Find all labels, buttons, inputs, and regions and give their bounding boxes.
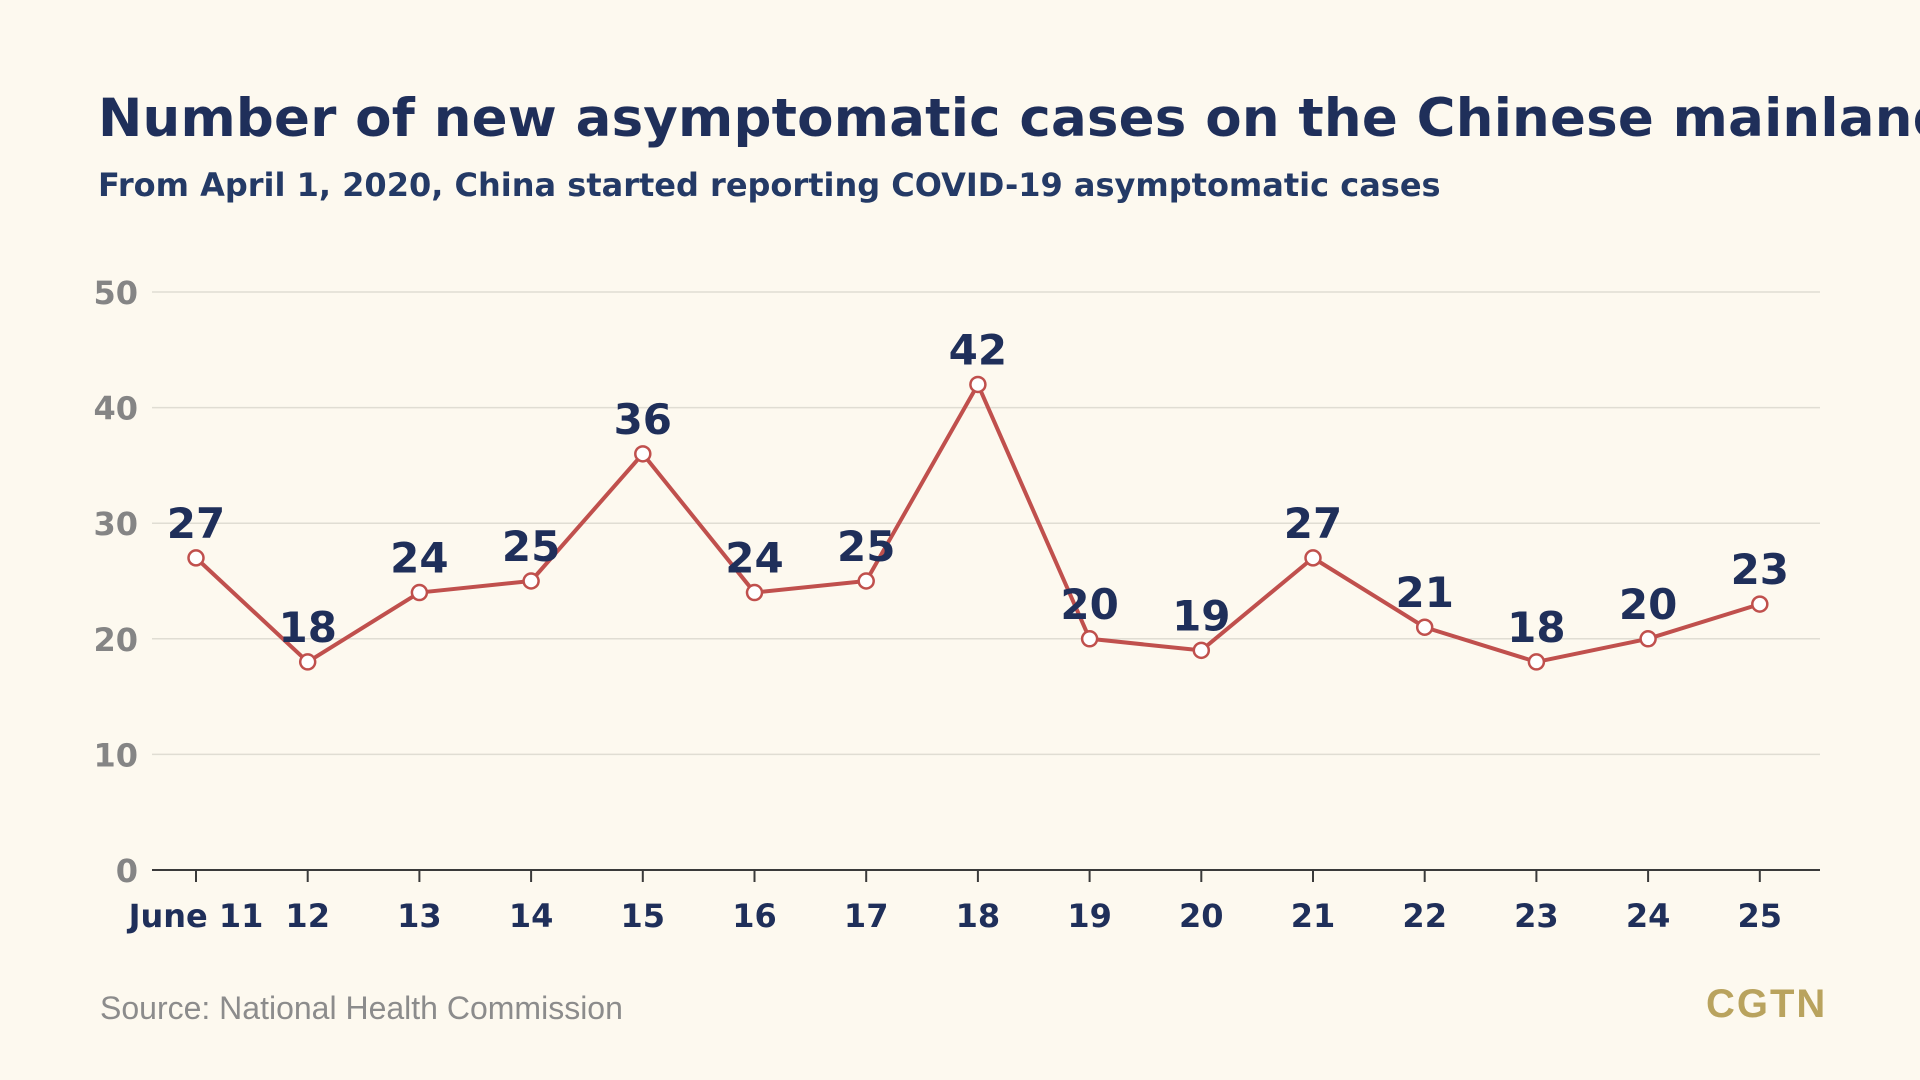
data-point xyxy=(1527,653,1546,671)
data-point xyxy=(1304,549,1322,567)
data-point xyxy=(522,572,540,590)
data-label: 25 xyxy=(837,522,895,571)
data-point xyxy=(1639,630,1657,648)
data-label: 20 xyxy=(1619,580,1677,629)
data-point xyxy=(857,572,875,590)
source-note: Source: National Health Commission xyxy=(100,990,623,1026)
y-tick-label: 50 xyxy=(93,274,138,312)
x-tick-label: 22 xyxy=(1402,897,1447,935)
y-tick-label: 40 xyxy=(93,390,138,428)
data-label: 24 xyxy=(725,534,783,583)
x-tick-label: 20 xyxy=(1179,897,1224,935)
data-label: 42 xyxy=(949,325,1007,374)
x-tick-label: 15 xyxy=(621,897,666,935)
data-label: 24 xyxy=(390,534,448,583)
y-tick-label: 30 xyxy=(93,505,138,543)
data-label: 36 xyxy=(614,395,672,444)
data-label: 27 xyxy=(1284,499,1342,548)
data-label: 20 xyxy=(1060,580,1118,629)
data-label: 23 xyxy=(1731,545,1789,594)
y-tick-label: 0 xyxy=(116,852,138,890)
data-point xyxy=(1415,618,1434,636)
data-label: 18 xyxy=(278,603,336,652)
cgtn-logo: CGTN xyxy=(1706,982,1828,1026)
data-label: 18 xyxy=(1507,603,1565,652)
x-tick-label: 14 xyxy=(509,897,554,935)
data-point xyxy=(1751,595,1769,613)
x-tick-label: 17 xyxy=(844,897,889,935)
data-point xyxy=(969,375,987,394)
data-point xyxy=(745,583,764,602)
x-tick-label: June 11 xyxy=(127,897,264,935)
data-point xyxy=(410,583,429,602)
data-label: 19 xyxy=(1172,591,1230,640)
chart-subtitle: From April 1, 2020, China started report… xyxy=(98,166,1441,204)
x-tick-label: 16 xyxy=(732,897,777,935)
data-point xyxy=(187,549,205,567)
data-point xyxy=(1080,630,1099,648)
x-tick-label: 18 xyxy=(956,897,1001,935)
x-tick-label: 13 xyxy=(397,897,442,935)
x-tick-label: 24 xyxy=(1626,897,1671,935)
x-tick-label: 21 xyxy=(1291,897,1336,935)
data-label: 27 xyxy=(167,499,225,548)
y-tick-label: 20 xyxy=(93,621,138,659)
x-tick-label: 23 xyxy=(1514,897,1559,935)
x-tick-label: 19 xyxy=(1067,897,1112,935)
data-point xyxy=(1192,641,1211,660)
data-label: 21 xyxy=(1395,568,1453,617)
x-tick-label: 12 xyxy=(285,897,330,935)
data-point xyxy=(298,653,317,671)
data-label: 25 xyxy=(502,522,560,571)
x-tick-label: 25 xyxy=(1738,897,1783,935)
y-tick-label: 10 xyxy=(93,736,138,774)
chart-title: Number of new asymptomatic cases on the … xyxy=(98,88,1920,149)
data-point xyxy=(634,445,652,463)
